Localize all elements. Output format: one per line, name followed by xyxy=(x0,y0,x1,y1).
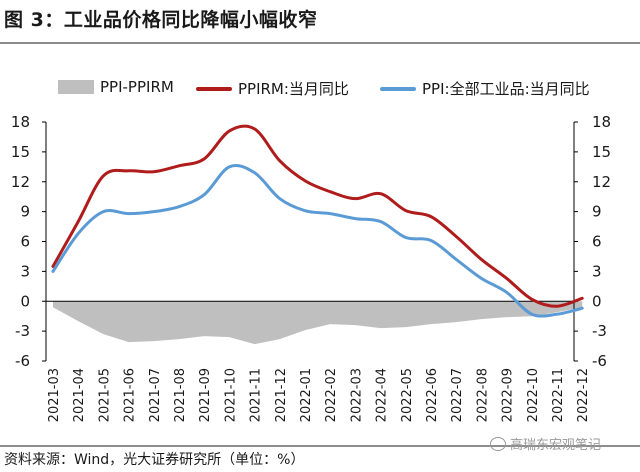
x-tick-label: 2021-05 xyxy=(97,368,112,422)
legend-item-ppi: PPI:全部工业品:当月同比 xyxy=(380,78,590,99)
y-tick-label-left: -6 xyxy=(15,352,30,370)
line-ppirm xyxy=(51,124,584,308)
figure-title: 图 3：工业品价格同比降幅小幅收窄 xyxy=(4,9,318,31)
x-tick-label: 2022-04 xyxy=(375,368,390,422)
y-tick-label-right: 18 xyxy=(592,113,611,131)
legend-swatch-blue-line xyxy=(380,86,416,91)
y-tick-label-right: 12 xyxy=(592,173,611,191)
y-tick-label-right: 6 xyxy=(592,233,602,251)
x-tick-label: 2021-10 xyxy=(223,368,238,422)
y-tick-label-left: 15 xyxy=(11,143,30,161)
source-note: 资料来源：Wind，光大证券研究所（单位：%） xyxy=(4,452,305,468)
x-tick-label: 2022-12 xyxy=(576,368,591,422)
chart-legend: PPI-PPIRM PPIRM:当月同比 PPI:全部工业品:当月同比 xyxy=(0,78,640,98)
y-tick-label-left: 18 xyxy=(11,113,30,131)
title-divider xyxy=(0,42,640,44)
y-tick-label-right: 0 xyxy=(592,292,602,310)
legend-item-ppi-ppirm: PPI-PPIRM xyxy=(58,78,174,96)
x-tick-label: 2022-11 xyxy=(551,368,566,422)
legend-swatch-red-line xyxy=(196,86,232,91)
legend-item-ppirm: PPIRM:当月同比 xyxy=(196,78,349,99)
x-tick-label: 2021-06 xyxy=(123,368,138,422)
x-tick-label: 2022-07 xyxy=(450,368,465,422)
x-tick-label: 2022-05 xyxy=(400,368,415,422)
watermark: 高瑞东宏观笔记 xyxy=(490,434,601,453)
x-tick-label: 2022-06 xyxy=(425,368,440,422)
y-tick-label-left: 0 xyxy=(20,292,30,310)
legend-label: PPI-PPIRM xyxy=(100,78,174,96)
area-ppi-ppirm xyxy=(53,301,583,345)
y-tick-label-right: -6 xyxy=(592,352,607,370)
y-tick-label-left: 12 xyxy=(11,173,30,191)
x-tick-label: 2022-08 xyxy=(475,368,490,422)
y-tick-label-right: 15 xyxy=(592,143,611,161)
x-tick-label: 2021-08 xyxy=(173,368,188,422)
legend-swatch-area xyxy=(58,80,94,94)
y-tick-label-left: -3 xyxy=(15,322,30,340)
x-tick-label: 2021-03 xyxy=(47,368,62,422)
x-tick-label: 2022-03 xyxy=(349,368,364,422)
y-tick-label-right: 9 xyxy=(592,203,602,221)
x-tick-label: 2021-07 xyxy=(148,368,163,422)
legend-label: PPI:全部工业品:当月同比 xyxy=(422,80,590,98)
y-tick-label-left: 6 xyxy=(20,233,30,251)
x-tick-label: 2021-04 xyxy=(72,368,87,422)
x-tick-label: 2022-10 xyxy=(526,368,541,422)
x-tick-label: 2021-12 xyxy=(274,368,289,422)
y-tick-label-left: 3 xyxy=(20,262,30,280)
x-tick-label: 2022-01 xyxy=(299,368,314,422)
wechat-icon xyxy=(490,437,506,451)
line-ppi xyxy=(51,163,584,318)
y-tick-label-right: 3 xyxy=(592,262,602,280)
y-tick-label-left: 9 xyxy=(20,203,30,221)
x-tick-label: 2022-09 xyxy=(501,368,516,422)
watermark-text: 高瑞东宏观笔记 xyxy=(510,438,602,453)
x-tick-label: 2021-11 xyxy=(249,368,264,422)
legend-label: PPIRM:当月同比 xyxy=(238,80,349,98)
x-tick-label: 2022-02 xyxy=(324,368,339,422)
footer-divider xyxy=(0,445,640,447)
y-tick-label-right: -3 xyxy=(592,322,607,340)
x-tick-label: 2021-09 xyxy=(198,368,213,422)
